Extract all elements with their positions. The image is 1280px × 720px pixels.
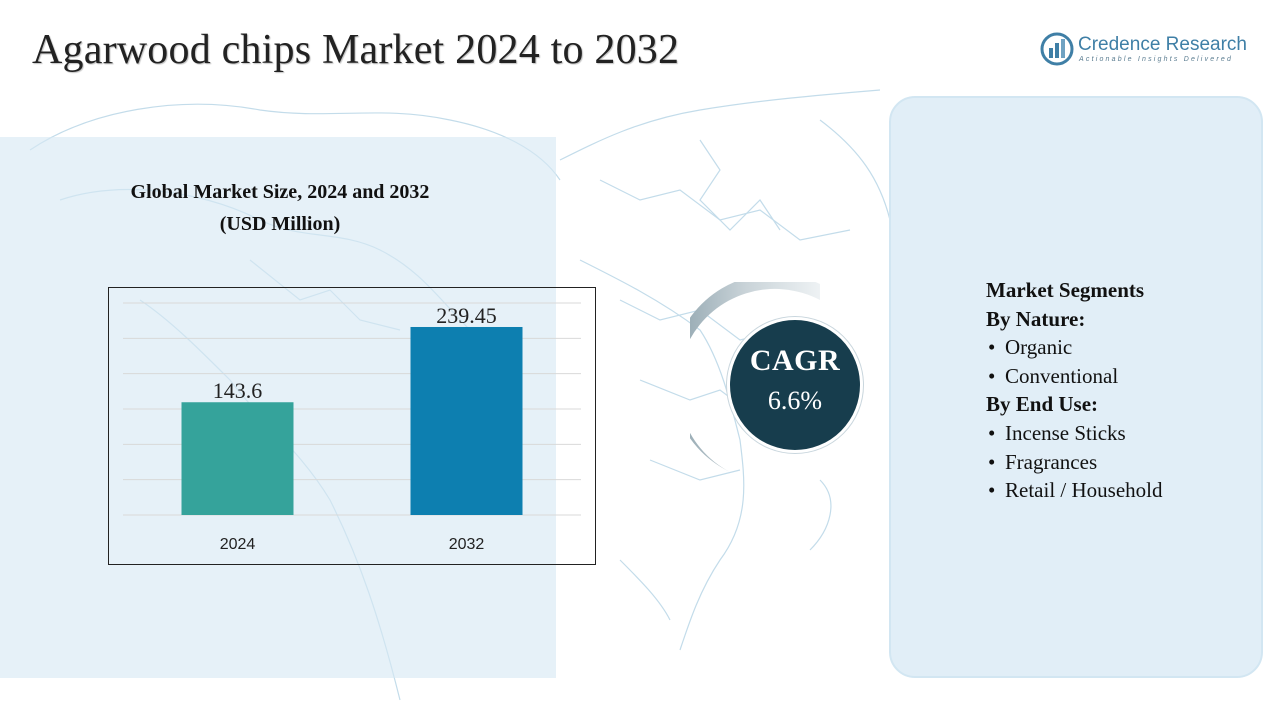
cagr-ring-shape	[690, 282, 820, 472]
segment-group-heading: By Nature:	[986, 306, 1086, 331]
cagr-value: 6.6%	[767, 386, 823, 415]
bar-2032	[410, 326, 523, 515]
logo-tagline: Actionable Insights Delivered	[1079, 56, 1234, 63]
chart-title-line2: (USD Million)	[219, 213, 341, 235]
segment-item: Organic	[986, 333, 1266, 362]
x-tick-label: 2032	[449, 536, 485, 553]
segment-item: Fragrances	[986, 448, 1266, 477]
page-title: Agarwood chips Market 2024 to 2032	[32, 27, 680, 73]
segment-item: Retail / Household	[986, 476, 1266, 505]
bar-2024	[181, 402, 294, 515]
cagr-badge: CAGR 6.6%	[690, 282, 900, 482]
segment-group-heading: By End Use:	[986, 392, 1099, 417]
bar-chart: 143.6 2024 239.45 2032	[108, 287, 596, 565]
data-label: 143.6	[213, 378, 263, 403]
data-label: 239.45	[436, 303, 497, 328]
cagr-label: CAGR	[749, 344, 841, 377]
segments-title: Market Segments	[986, 278, 1145, 302]
company-logo[interactable]: Credence Research Actionable Insights De…	[1040, 32, 1260, 68]
x-tick-label: 2024	[220, 536, 256, 553]
segment-item: Incense Sticks	[986, 419, 1266, 448]
cagr-circle: CAGR 6.6%	[727, 317, 863, 453]
segment-list: Incense Sticks Fragrances Retail / House…	[986, 419, 1266, 505]
credence-logo-icon	[1040, 32, 1074, 66]
market-segments: Market Segments By Nature: Organic Conve…	[986, 276, 1266, 505]
chart-title: Global Market Size, 2024 and 2032 (USD M…	[60, 176, 500, 240]
chart-title-line1: Global Market Size, 2024 and 2032	[130, 181, 430, 203]
segment-list: Organic Conventional	[986, 333, 1266, 390]
segment-item: Conventional	[986, 362, 1266, 391]
bar-chart-plot: 143.6 2024 239.45 2032	[123, 302, 581, 553]
logo-name: Credence Research	[1078, 34, 1247, 55]
